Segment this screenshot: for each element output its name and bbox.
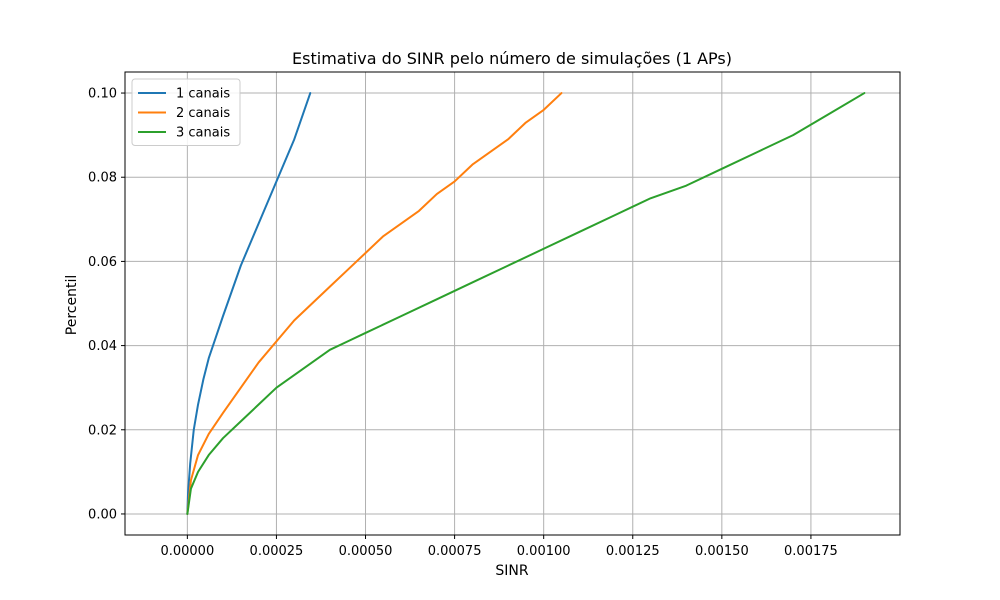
series-line [186,92,312,515]
series-lines [186,92,866,515]
x-tick-label: 0.00125 [606,544,660,559]
legend-entry: 2 canais [176,106,230,121]
y-axis-label: Percentil [64,275,80,335]
legend-box [131,78,241,146]
x-tick-label: 0.00150 [695,544,749,559]
plot-frame [124,71,901,536]
legend-entry: 1 canais [176,87,230,102]
series-line [186,92,563,515]
x-axis-ticks: 0.00000 0.00025 0.00050 0.00075 0.00100 0.001… [160,535,838,559]
y-axis-ticks: 0.00 0.02 0.04 0.06 0.08 0.10 [88,87,125,522]
x-tick-label: 0.00175 [784,544,838,559]
y-tick-label: 0.04 [88,339,117,354]
grid-lines [125,72,900,535]
x-tick-label: 0.00100 [517,544,571,559]
y-tick-label: 0.00 [88,507,117,522]
series-line [186,92,866,515]
y-tick-label: 0.06 [88,255,117,270]
y-tick-label: 0.10 [88,87,117,102]
x-tick-label: 0.00000 [160,544,214,559]
legend: 1 canais 2 canais 3 canais [131,78,241,146]
chart-title: Estimativa do SINR pelo número de simula… [292,49,732,68]
x-tick-label: 0.00075 [428,544,482,559]
y-tick-label: 0.02 [88,423,117,438]
x-tick-label: 0.00025 [250,544,304,559]
legend-entry: 3 canais [176,126,230,141]
y-tick-label: 0.08 [88,171,117,186]
x-tick-label: 0.00050 [339,544,393,559]
x-axis-label: SINR [495,563,528,579]
